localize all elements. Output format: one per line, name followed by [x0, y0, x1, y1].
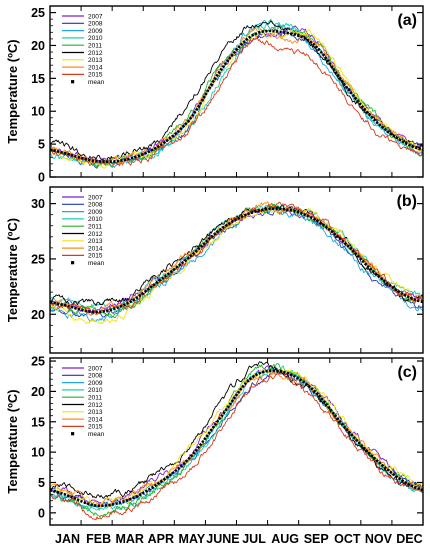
legend-label-2014: 2014: [88, 416, 103, 423]
series-line-2015: [50, 201, 423, 314]
y-tick-label: 15: [31, 72, 45, 86]
legend-label-2010: 2010: [88, 387, 103, 394]
month-labels: JAN FEB MAR APR MAY JUNE JUL AUG SEP OCT NOV DEC: [55, 532, 423, 546]
legend-label-2011: 2011: [88, 224, 102, 231]
legend-swatch-mean: [71, 80, 75, 84]
series-line-2008: [50, 367, 423, 508]
y-axis-label: Temperature (ºC): [5, 389, 20, 493]
legend-label-2009: 2009: [88, 28, 103, 35]
y-tick-label: 0: [38, 506, 45, 520]
panel-label: (b): [397, 193, 417, 210]
y-tick-label: 25: [31, 252, 45, 266]
legend-label-2010: 2010: [88, 35, 103, 42]
plot-frame: [49, 5, 424, 178]
legend-label-2011: 2011: [88, 43, 102, 50]
legend-label-2008: 2008: [88, 21, 103, 28]
legend-label-2015: 2015: [88, 253, 103, 260]
legend-label-2012: 2012: [88, 50, 103, 57]
legend-label-2012: 2012: [88, 231, 103, 238]
legend-label-2007: 2007: [88, 194, 103, 201]
y-axis-label: Temperature (ºC): [5, 39, 20, 143]
legend-label-2013: 2013: [88, 238, 103, 245]
month-label-jul: JUL: [242, 532, 266, 546]
plot-frame: [49, 186, 424, 354]
legend-label-2013: 2013: [88, 409, 103, 416]
y-tick-label: 25: [31, 6, 45, 20]
y-tick-label: 25: [31, 355, 45, 369]
legend-label-mean: mean: [88, 431, 105, 438]
month-label-nov: NOV: [365, 532, 393, 546]
month-label-feb: FEB: [86, 532, 111, 546]
series-line-2013: [50, 368, 423, 509]
month-label-oct: OCT: [334, 532, 361, 546]
series-line-2007: [50, 365, 423, 506]
mean-line: [50, 207, 423, 314]
series-line-2015: [50, 37, 423, 167]
y-tick-label: 20: [31, 39, 45, 53]
legend-label-2015: 2015: [88, 72, 103, 79]
legend-label-mean: mean: [88, 79, 105, 86]
y-tick-label: 10: [31, 105, 45, 119]
y-tick-label: 5: [38, 476, 45, 490]
month-label-jan: JAN: [55, 532, 80, 546]
legend-label-2014: 2014: [88, 245, 103, 252]
legend-swatch-mean: [71, 261, 75, 265]
y-tick-label: 30: [31, 197, 45, 211]
series-line-2009: [50, 367, 423, 512]
series-line-2015: [50, 370, 423, 521]
legend-label-2010: 2010: [88, 216, 103, 223]
month-label-sep: SEP: [304, 532, 329, 546]
month-label-aug: AUG: [271, 532, 299, 546]
mean-line: [50, 369, 423, 507]
series-lines: [50, 361, 423, 521]
mean-line: [50, 29, 423, 163]
legend-label-2007: 2007: [88, 13, 103, 20]
panel-3: 0 5 10 15 20 25 Temperature (ºC) (c) 20072008200…: [5, 355, 424, 526]
y-tick-label: 10: [31, 446, 45, 460]
month-label-apr: APR: [148, 532, 174, 546]
y-tick-label: 20: [31, 385, 45, 399]
month-label-june: JUNE: [206, 532, 239, 546]
y-tick-label: 0: [38, 171, 45, 185]
panel-1: 0 5 10 15 20 25 Temperature (ºC) (a) 20072008200…: [5, 5, 424, 185]
series-line-2012: [50, 205, 423, 306]
legend-label-2012: 2012: [88, 402, 103, 409]
legend-label-2015: 2015: [88, 424, 103, 431]
legend-label-2009: 2009: [88, 209, 103, 216]
panel-label: (a): [397, 12, 417, 29]
y-tick-label: 15: [31, 415, 45, 429]
series-line-2011: [50, 363, 423, 518]
series-lines: [50, 18, 423, 169]
y-tick-label: 5: [38, 138, 45, 152]
series-line-2012: [50, 361, 423, 499]
series-line-2014: [50, 370, 423, 508]
plot-frame: [49, 357, 424, 526]
legend-label-mean: mean: [88, 260, 105, 267]
y-tick-label: 20: [31, 308, 45, 322]
series-line-2010: [50, 365, 423, 511]
legend-label-2008: 2008: [88, 202, 103, 209]
series-line-2014: [50, 201, 423, 317]
month-label-mar: MAR: [115, 532, 143, 546]
month-label-may: MAY: [179, 532, 206, 546]
legend-label-2007: 2007: [88, 365, 103, 372]
month-label-dec: DEC: [396, 532, 422, 546]
legend-label-2013: 2013: [88, 57, 103, 64]
series-line-2009: [50, 19, 423, 168]
y-axis-label: Temperature (ºC): [5, 218, 20, 322]
legend-label-2008: 2008: [88, 373, 103, 380]
series-line-2012: [50, 20, 423, 162]
legend-label-2009: 2009: [88, 380, 103, 387]
panel-label: (c): [397, 364, 417, 381]
legend-label-2011: 2011: [88, 395, 102, 402]
legend-swatch-mean: [71, 432, 75, 436]
legend-label-2014: 2014: [88, 64, 103, 71]
series-lines: [50, 201, 423, 325]
series-line-2010: [50, 18, 423, 167]
